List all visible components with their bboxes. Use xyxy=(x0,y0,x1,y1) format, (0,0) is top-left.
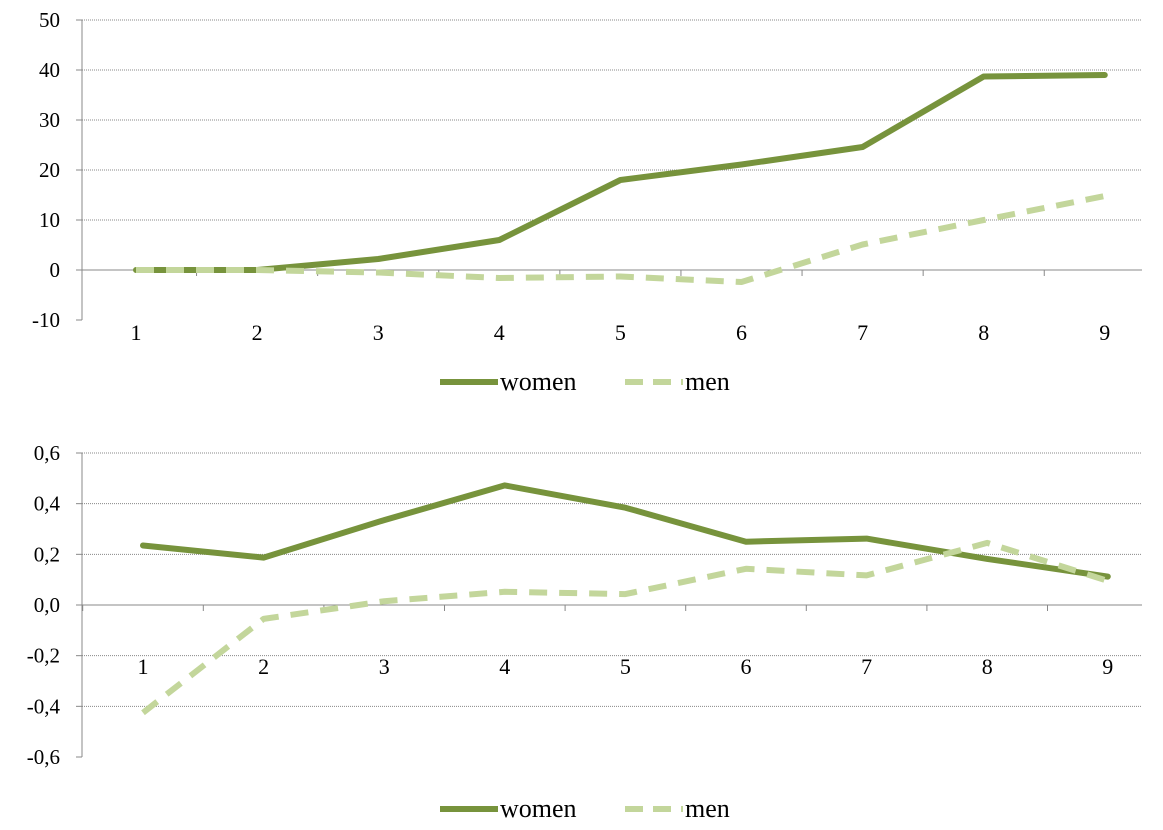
y-tick-label: 40 xyxy=(39,58,60,82)
y-tick-label: 0,6 xyxy=(34,441,60,465)
x-tick-label: 9 xyxy=(1102,654,1113,679)
x-tick-label: 8 xyxy=(982,654,993,679)
series-line-men xyxy=(136,193,1106,285)
y-tick-label: 0 xyxy=(50,258,61,282)
x-tick-label: 3 xyxy=(379,654,390,679)
x-tick-label: 5 xyxy=(615,320,626,345)
series-line-women xyxy=(140,482,1111,580)
y-tick-label: 0,4 xyxy=(34,492,61,516)
x-tick-label: 2 xyxy=(252,320,263,345)
y-tick-label: -0,4 xyxy=(27,694,61,718)
x-tick-label: 1 xyxy=(138,654,149,679)
legend-label-women: women xyxy=(500,794,577,823)
x-tick-label: 4 xyxy=(494,320,505,345)
x-tick-label: 1 xyxy=(131,320,142,345)
legend-label-men: men xyxy=(685,794,730,823)
chart-1: -10 0 10 20 30 40 50 1 2 3 4 5 6 7 8 9 women men xyxy=(32,8,1142,396)
series-line-women xyxy=(133,72,1108,273)
y-tick-label: 20 xyxy=(39,158,60,182)
legend: women men xyxy=(440,367,730,396)
series-line-men xyxy=(141,539,1109,716)
x-tick-label: 6 xyxy=(736,320,747,345)
y-tick-label: -10 xyxy=(32,308,60,332)
x-tick-label: 7 xyxy=(861,654,872,679)
x-tick-label: 5 xyxy=(620,654,631,679)
legend-label-men: men xyxy=(685,367,730,396)
y-tick-label: 10 xyxy=(39,208,60,232)
x-tick-label: 6 xyxy=(741,654,752,679)
legend-label-women: women xyxy=(500,367,577,396)
y-tick-label: -0,2 xyxy=(27,644,60,668)
x-tick-label: 7 xyxy=(857,320,868,345)
x-tick-label: 8 xyxy=(978,320,989,345)
x-tick-label: 3 xyxy=(373,320,384,345)
y-tick-label: 30 xyxy=(39,108,60,132)
legend: women men xyxy=(440,794,730,823)
y-tick-label: 0,2 xyxy=(34,542,60,566)
chart-2: -0,6 -0,4 -0,2 0,0 0,2 0,4 0,6 1 2 3 4 5 6 7 8 9 women me… xyxy=(27,441,1142,823)
y-tick-label: -0,6 xyxy=(27,745,60,769)
y-tick-label: 0,0 xyxy=(34,593,60,617)
y-tick-label: 50 xyxy=(39,8,60,32)
x-tick-label: 9 xyxy=(1099,320,1110,345)
x-tick-label: 4 xyxy=(499,654,510,679)
x-tick-label: 2 xyxy=(258,654,269,679)
